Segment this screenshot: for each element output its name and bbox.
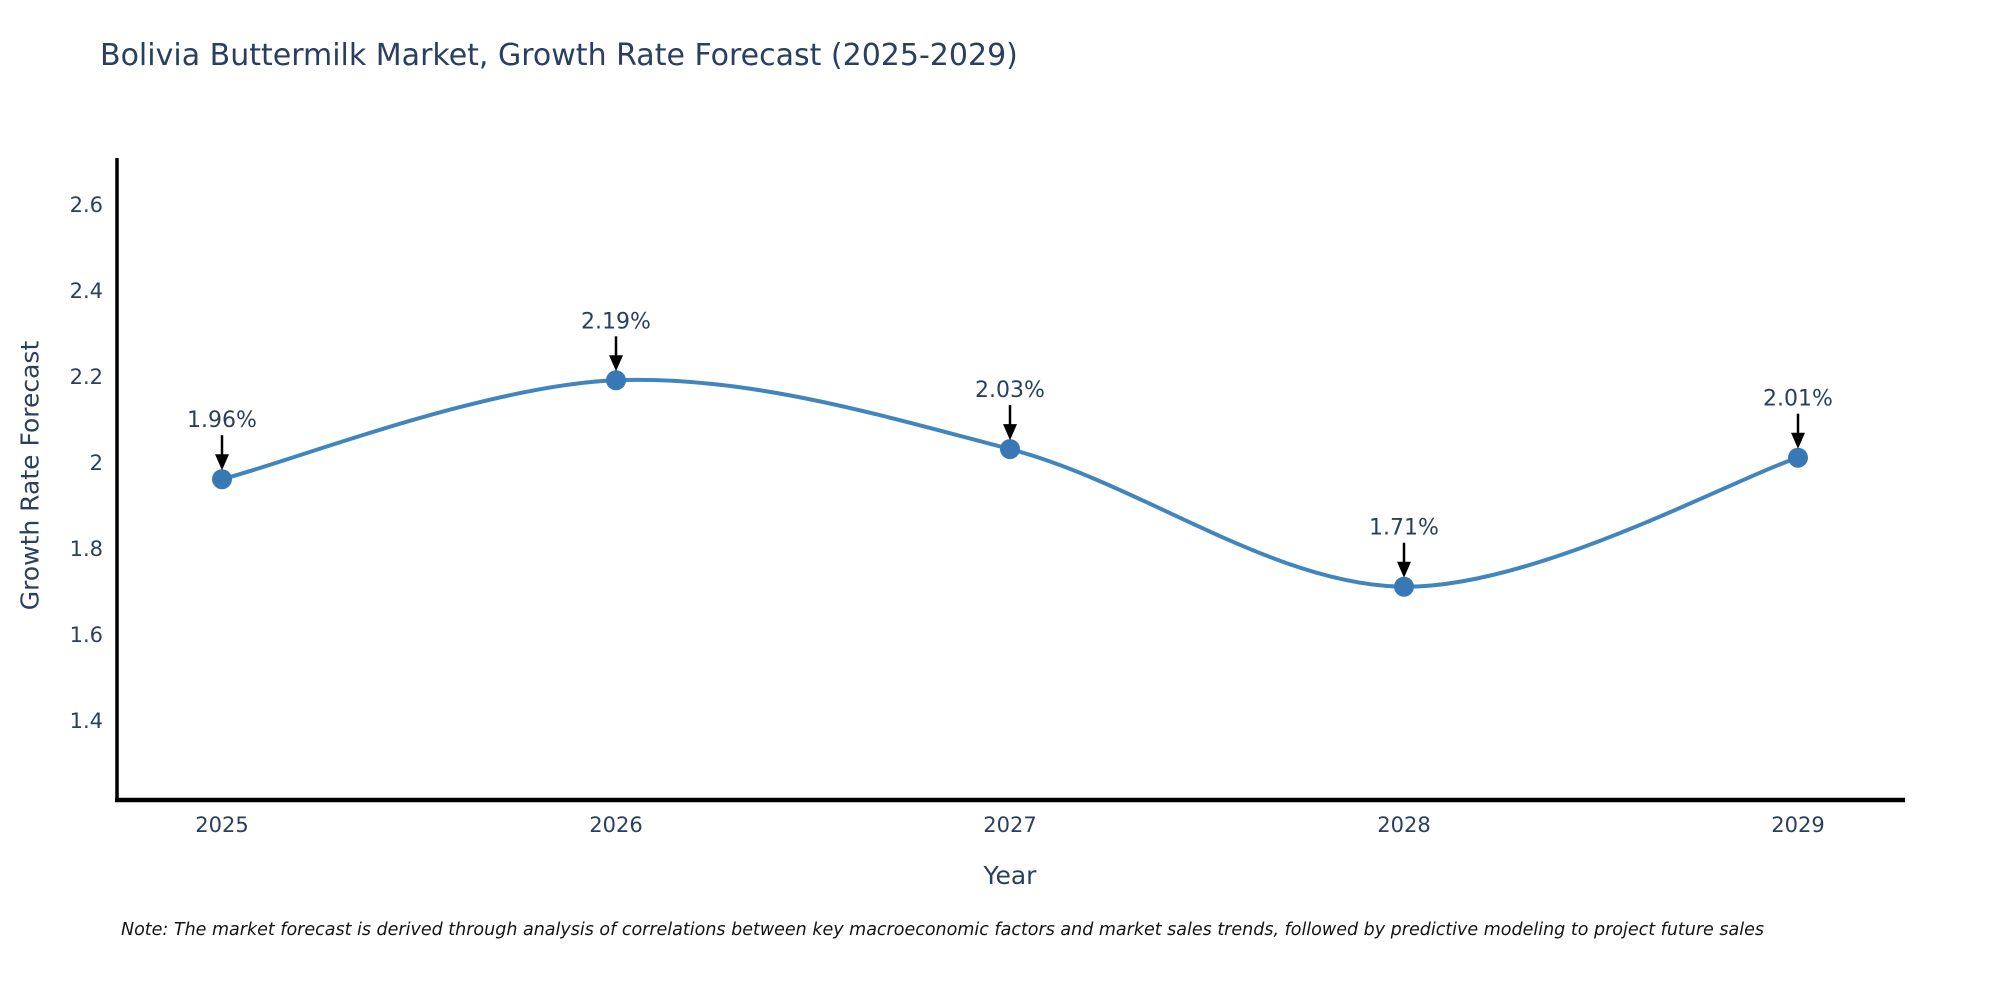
chart-title: Bolivia Buttermilk Market, Growth Rate F… — [100, 38, 1018, 73]
y-tick-label: 1.8 — [70, 537, 103, 561]
y-tick-label: 2.4 — [70, 279, 103, 303]
data-point-marker — [1000, 439, 1020, 460]
y-tick-label: 2.2 — [70, 365, 103, 389]
x-tick-label: 2029 — [1771, 813, 1824, 837]
annotation-arrowhead — [609, 355, 623, 372]
annotation-arrowhead — [1397, 561, 1411, 578]
y-axis-title: Growth Rate Forecast — [15, 340, 45, 611]
annotation-arrowhead — [1003, 424, 1017, 441]
point-value-label: 2.01% — [1763, 387, 1833, 412]
point-value-label: 2.03% — [975, 378, 1045, 403]
y-tick-label: 2 — [90, 451, 103, 475]
point-value-label: 1.71% — [1369, 516, 1439, 541]
y-tick-label: 1.6 — [70, 623, 103, 647]
x-tick-label: 2025 — [195, 813, 248, 837]
x-tick-label: 2026 — [589, 813, 642, 837]
point-value-label: 1.96% — [187, 408, 257, 433]
x-tick-label: 2028 — [1377, 813, 1430, 837]
point-value-label: 2.19% — [581, 309, 651, 334]
chart-footnote: Note: The market forecast is derived thr… — [121, 920, 1764, 940]
data-point-marker — [1788, 447, 1808, 468]
data-point-marker — [606, 370, 626, 391]
data-point-marker — [212, 469, 232, 490]
y-tick-label: 1.4 — [70, 709, 103, 733]
annotation-arrowhead — [1791, 432, 1805, 449]
annotation-arrowhead — [215, 454, 229, 471]
y-tick-label: 2.6 — [70, 193, 103, 217]
x-axis-title: Year — [983, 861, 1037, 890]
data-point-marker — [1394, 576, 1414, 597]
x-tick-label: 2027 — [983, 813, 1036, 837]
